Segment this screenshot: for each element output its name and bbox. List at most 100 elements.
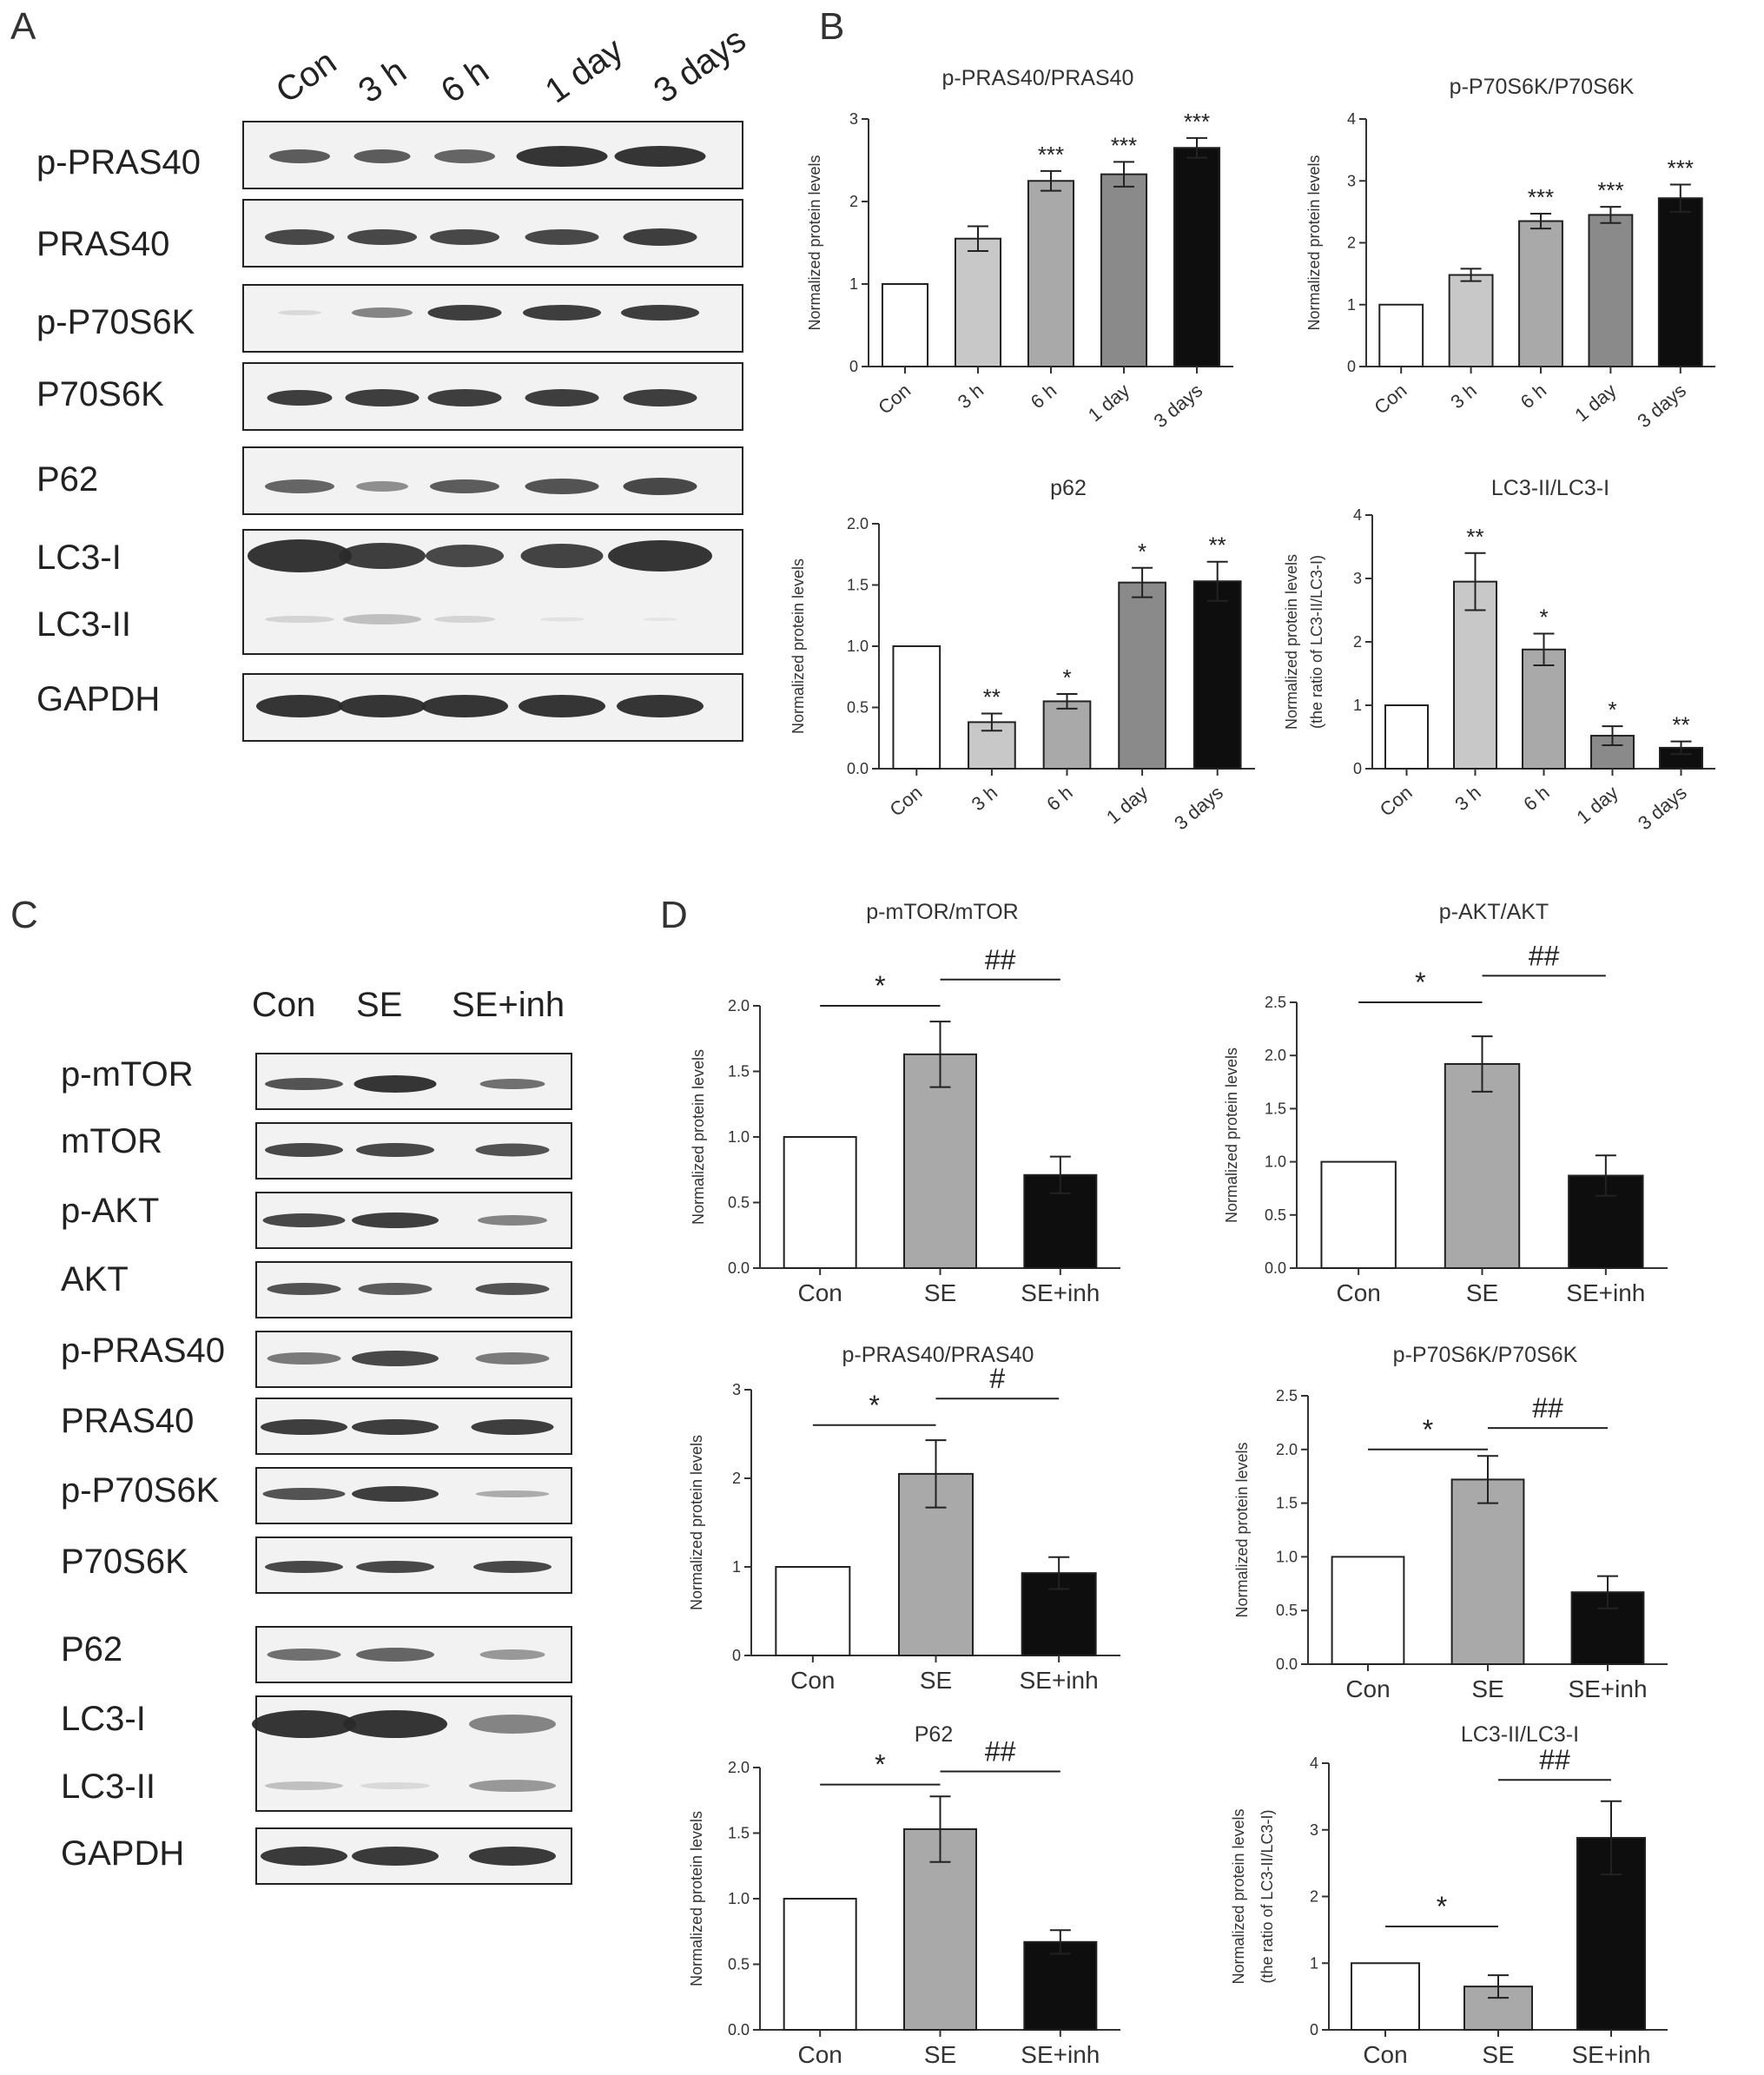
row-label: LC3-II — [36, 605, 131, 644]
lane-label: SE — [356, 986, 402, 1024]
blot-band — [360, 1782, 430, 1789]
y-axis-label: Normalized protein levels — [688, 1811, 705, 1986]
significance-label: * — [1608, 697, 1616, 723]
blot-band — [356, 481, 408, 492]
blot-band — [262, 1488, 346, 1500]
blot-band — [475, 1352, 550, 1365]
y-tick-label: 1.5 — [728, 1063, 750, 1080]
significance-label: ** — [1466, 524, 1483, 550]
comparison-label: ## — [985, 1736, 1016, 1768]
chart-title: p-mTOR/mTOR — [866, 900, 1018, 924]
lane-label: 6 h — [434, 51, 496, 110]
bar — [954, 237, 1002, 367]
comparison-label: * — [1415, 967, 1425, 998]
bar — [1351, 1962, 1420, 2031]
comparison-label: * — [875, 970, 885, 1001]
blot-band — [473, 1561, 552, 1573]
y-axis-label: Normalized protein levels — [1283, 554, 1300, 730]
y-tick-label: 3 — [1310, 1821, 1318, 1839]
y-tick-label: 1 — [1353, 697, 1362, 714]
blot-band — [265, 479, 334, 493]
blot-band — [523, 305, 601, 321]
blot-band — [265, 229, 334, 245]
blot-band — [261, 1847, 347, 1866]
blot-band — [421, 695, 508, 717]
blot-band — [265, 1143, 343, 1157]
lane-label: 3 h — [352, 51, 413, 110]
bar — [1518, 220, 1563, 367]
y-tick-label: 2 — [732, 1470, 741, 1487]
blot-band — [278, 310, 321, 315]
bar — [1378, 303, 1424, 367]
y-tick-label: 1 — [1347, 296, 1356, 314]
lane-label: 1 day — [538, 30, 630, 110]
x-tick-label: 1 day — [1102, 782, 1152, 829]
row-label: P70S6K — [61, 1543, 188, 1581]
row-label: p-AKT — [61, 1192, 159, 1230]
significance-label: *** — [1111, 132, 1137, 158]
x-tick-label: SE — [924, 2041, 956, 2068]
x-tick-label: 3 h — [968, 782, 1002, 816]
y-tick-label: 0 — [849, 358, 858, 375]
bar — [1173, 147, 1221, 367]
row-label: p-P70S6K — [61, 1471, 220, 1510]
chart-d6: LC3-II/LC3-I 0 1 2 3 4 Normalized protein leve… — [1230, 1722, 1668, 2068]
bar — [1448, 274, 1494, 367]
chart-b4: LC3-II/LC3-I 0 1 2 3 4 Normalized protein leve… — [1283, 476, 1715, 835]
chart-d2: p-AKT/AKT 0.0 0.5 1.0 1.5 2.0 2.5 Normalized pr… — [1223, 900, 1668, 1306]
y-tick-label: 0.0 — [728, 2021, 750, 2039]
y-tick-label: 3 — [1347, 172, 1356, 189]
blot-band — [479, 1649, 545, 1660]
y-axis-label: Normalized protein levels — [1230, 1808, 1247, 1984]
y-tick-label: 0.0 — [728, 1259, 750, 1277]
y-axis-label: Normalized protein levels — [688, 1435, 705, 1610]
blot-band — [352, 1419, 439, 1435]
chart-d1: p-mTOR/mTOR 0.0 0.5 1.0 1.5 2.0 Normalized pro… — [690, 900, 1120, 1306]
x-tick-label: SE — [920, 1667, 952, 1694]
x-tick-label: 6 h — [1519, 782, 1554, 816]
blot-band — [267, 1352, 341, 1365]
y-tick-label: 2.0 — [1265, 1047, 1286, 1064]
y-axis-label-2: (the ratio of LC3-II/LC3-I) — [1259, 1809, 1276, 1983]
y-tick-label: 1 — [1310, 1954, 1318, 1972]
row-label: LC3-I — [36, 539, 122, 577]
bar — [1193, 580, 1242, 770]
blot-band — [352, 1486, 439, 1502]
bar — [881, 283, 929, 367]
blot-band — [358, 1283, 433, 1295]
comparison-label: * — [875, 1749, 885, 1781]
blot-band — [356, 1648, 434, 1662]
x-tick-label: SE — [1482, 2041, 1514, 2068]
blot-band — [427, 305, 502, 321]
y-tick-label: 0.5 — [1276, 1602, 1298, 1619]
x-tick-label: Con — [1336, 1279, 1380, 1306]
x-tick-label: SE — [1466, 1279, 1498, 1306]
blot-band — [339, 695, 426, 717]
blot-band — [540, 617, 584, 622]
chart-title: p-PRAS40/PRAS40 — [842, 1343, 1034, 1367]
row-label: LC3-I — [61, 1700, 146, 1738]
y-tick-label: 3 — [1353, 570, 1362, 587]
bar — [783, 1136, 857, 1269]
y-tick-label: 2.0 — [1276, 1441, 1298, 1458]
y-axis-label: Normalized protein levels — [1305, 155, 1323, 330]
significance-label: ** — [1209, 532, 1226, 558]
x-tick-label: Con — [1363, 2041, 1407, 2068]
x-tick-label: 6 h — [1042, 782, 1077, 816]
significance-label: * — [1138, 539, 1146, 565]
y-tick-label: 1.5 — [1276, 1495, 1298, 1512]
lane-label: SE+inh — [452, 986, 565, 1024]
y-tick-label: 0.5 — [728, 1194, 750, 1212]
comparison-label: ## — [1529, 940, 1560, 971]
y-axis-label: Normalized protein levels — [1233, 1442, 1251, 1617]
x-tick-label: Con — [1370, 380, 1411, 419]
significance-label: ** — [983, 684, 1001, 710]
y-tick-label: 0 — [732, 1647, 741, 1664]
y-tick-label: 0.5 — [1265, 1206, 1286, 1224]
y-tick-label: 4 — [1353, 506, 1362, 524]
comparison-label: * — [1437, 1891, 1447, 1922]
y-tick-label: 2.0 — [728, 997, 750, 1014]
x-tick-label: Con — [797, 1279, 842, 1306]
blot-band — [430, 479, 499, 493]
